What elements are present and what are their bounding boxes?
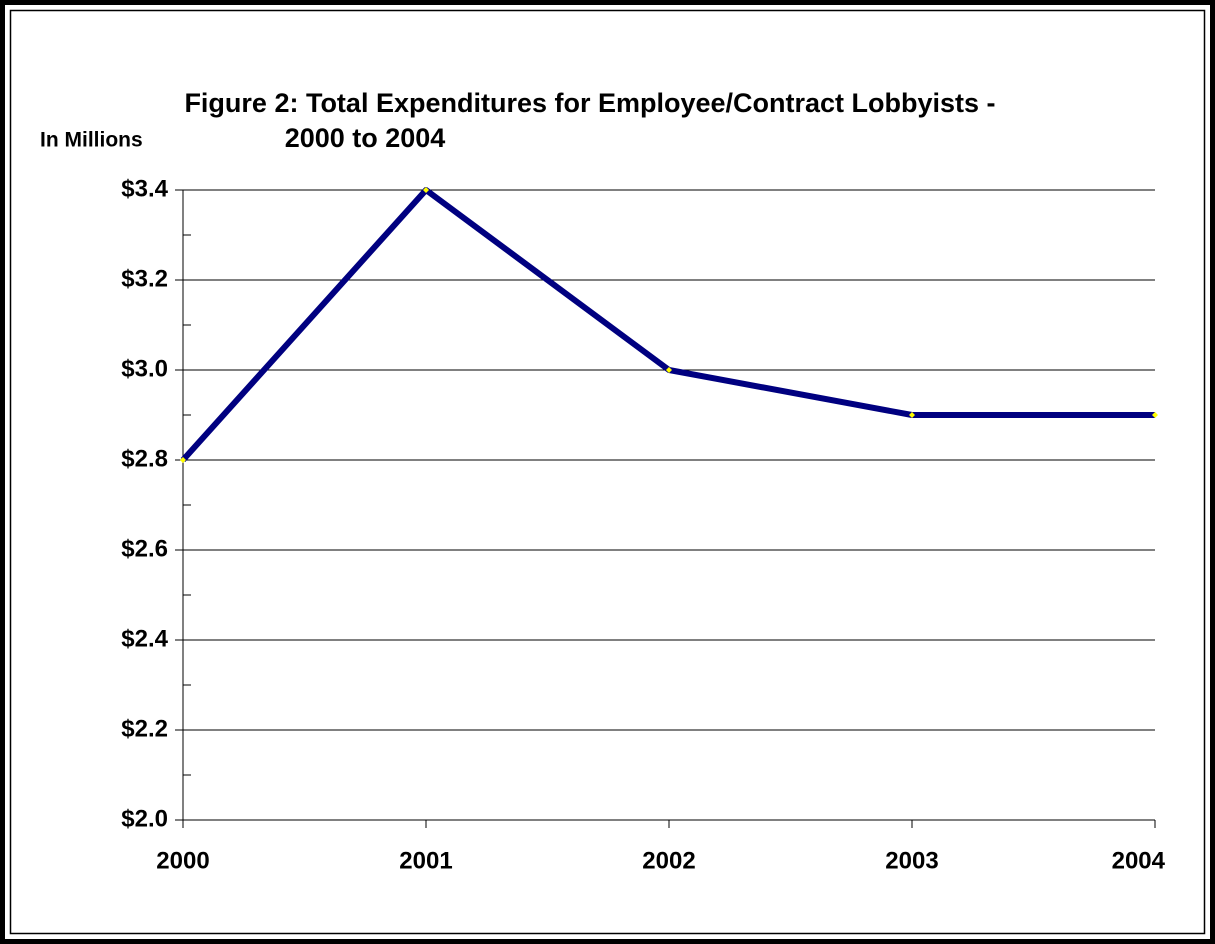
data-marker [666, 367, 672, 373]
y-tick-label: $2.4 [121, 625, 168, 652]
chart-title: 2000 to 2004 [285, 123, 446, 153]
data-marker [423, 187, 429, 193]
data-marker [909, 412, 915, 418]
y-tick-label: $2.8 [121, 445, 168, 472]
x-tick-label: 2002 [642, 847, 695, 874]
x-tick-label: 2001 [399, 847, 452, 874]
inner-frame [9, 9, 1206, 935]
data-marker [1152, 412, 1158, 418]
y-tick-label: $3.0 [121, 355, 168, 382]
x-tick-label: 2003 [885, 847, 938, 874]
y-axis-label: In Millions [40, 129, 143, 152]
y-tick-label: $3.2 [121, 265, 168, 292]
data-line [180, 187, 1155, 463]
y-tick-label: $2.2 [121, 715, 168, 742]
chart-title: Figure 2: Total Expenditures for Employe… [184, 88, 995, 118]
y-tick-label: $2.6 [121, 535, 168, 562]
y-tick-label: $2.0 [121, 805, 168, 832]
x-tick-label: 2004 [1112, 847, 1166, 874]
data-marker [180, 457, 186, 463]
y-tick-label: $3.4 [121, 175, 168, 202]
x-tick-label: 2000 [156, 847, 209, 874]
